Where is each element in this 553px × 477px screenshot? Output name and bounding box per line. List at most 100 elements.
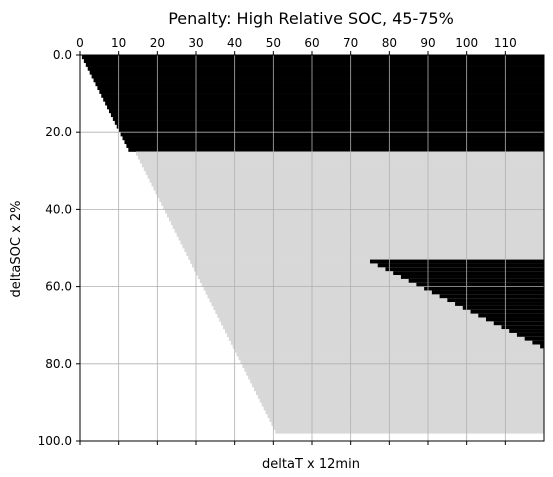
cell-row-black-right bbox=[393, 271, 544, 276]
cell-row-gray bbox=[232, 344, 544, 349]
cell-row-black-right bbox=[385, 267, 544, 272]
cell-row-gray bbox=[252, 383, 545, 388]
cell-row-gray bbox=[170, 220, 544, 226]
cell-row-gray bbox=[201, 282, 545, 287]
cell-row-gray bbox=[267, 413, 544, 419]
cell-row-gray bbox=[199, 278, 544, 284]
cell-row-black bbox=[85, 62, 545, 67]
cell-row-gray bbox=[265, 410, 544, 415]
x-tick-label: 30 bbox=[188, 36, 203, 50]
cell-row-black bbox=[114, 120, 545, 125]
cell-row-black-right bbox=[501, 325, 544, 330]
cell-row-black bbox=[91, 74, 544, 79]
cell-row-black-right bbox=[400, 275, 544, 280]
cell-row-black bbox=[110, 112, 544, 118]
cell-row-gray bbox=[165, 209, 545, 214]
cell-row-gray bbox=[203, 286, 544, 291]
y-tick-label: 20.0 bbox=[45, 125, 72, 139]
x-tick-label: 80 bbox=[382, 36, 397, 50]
cell-row-gray bbox=[248, 375, 544, 380]
cell-row-gray bbox=[226, 332, 544, 338]
cell-row-gray bbox=[155, 190, 544, 195]
cell-row-gray bbox=[151, 182, 545, 187]
cell-row-gray bbox=[139, 159, 544, 164]
cell-row-black-right bbox=[408, 278, 544, 284]
cell-row-black bbox=[97, 85, 545, 91]
cell-row-gray bbox=[149, 178, 544, 183]
cell-row-gray bbox=[188, 255, 544, 260]
cell-row-black bbox=[112, 116, 544, 121]
y-tick-label: 80.0 bbox=[45, 357, 72, 371]
cell-row-gray bbox=[225, 329, 544, 334]
x-tick-label: 90 bbox=[420, 36, 435, 50]
cell-row-gray bbox=[215, 309, 545, 314]
cell-row-gray bbox=[217, 313, 544, 318]
cell-row-black bbox=[118, 128, 545, 133]
cell-row-black bbox=[99, 89, 544, 94]
x-tick-label: 110 bbox=[494, 36, 517, 50]
cell-row-gray bbox=[242, 363, 544, 368]
cell-row-gray bbox=[138, 155, 544, 160]
cell-row-gray bbox=[244, 367, 545, 372]
x-tick-label: 60 bbox=[304, 36, 319, 50]
x-tick-label: 40 bbox=[227, 36, 242, 50]
cell-row-gray bbox=[209, 298, 545, 303]
cell-row-gray bbox=[182, 244, 544, 249]
cell-row-gray bbox=[172, 224, 545, 229]
cell-row-gray bbox=[178, 236, 544, 241]
cell-row-gray bbox=[221, 321, 544, 326]
cell-row-black bbox=[103, 97, 544, 102]
cell-row-gray bbox=[271, 421, 544, 426]
cell-row-gray bbox=[168, 217, 544, 222]
cell-row-gray bbox=[211, 302, 544, 307]
cell-row-black bbox=[81, 55, 544, 60]
cell-row-gray bbox=[263, 406, 544, 411]
x-tick-label: 100 bbox=[455, 36, 478, 50]
chart-title: Penalty: High Relative SOC, 45-75% bbox=[168, 9, 454, 28]
cell-row-gray bbox=[207, 294, 544, 299]
cell-row-gray bbox=[257, 394, 544, 399]
cell-row-black bbox=[120, 132, 544, 137]
x-tick-label: 70 bbox=[343, 36, 358, 50]
y-axis-ticks: 0.0 20.0 40.0 60.0 80.0 100.0 bbox=[38, 48, 80, 448]
cell-row-gray bbox=[254, 386, 544, 392]
cell-row-gray bbox=[230, 340, 545, 345]
cell-row-black-right bbox=[377, 263, 544, 268]
cell-row-gray bbox=[246, 371, 544, 376]
cell-row-gray bbox=[167, 213, 544, 218]
cell-row-gray bbox=[159, 197, 544, 202]
cell-row-black-right bbox=[493, 321, 544, 326]
cell-row-gray bbox=[180, 240, 545, 245]
cell-row-black-right bbox=[516, 332, 544, 338]
cell-row-black-right bbox=[455, 302, 544, 307]
cell-row-black-right bbox=[431, 290, 544, 295]
cell-row-gray bbox=[240, 359, 544, 365]
x-tick-label: 20 bbox=[150, 36, 165, 50]
cell-row-gray bbox=[197, 275, 544, 280]
cell-row-gray bbox=[261, 402, 544, 407]
cell-row-gray bbox=[236, 352, 544, 357]
cell-row-black bbox=[107, 105, 545, 110]
cell-row-black-right bbox=[478, 313, 544, 318]
cell-row-gray bbox=[219, 317, 544, 322]
cell-row-gray bbox=[273, 425, 544, 430]
cell-row-gray bbox=[176, 232, 544, 237]
cell-row-black bbox=[83, 58, 544, 64]
cell-row-gray bbox=[163, 205, 544, 210]
cell-row-black bbox=[116, 124, 544, 129]
cell-row-black bbox=[126, 143, 545, 148]
cell-row-gray bbox=[250, 379, 544, 384]
cell-row-gray bbox=[194, 267, 545, 272]
cell-row-black bbox=[87, 66, 544, 71]
cell-row-black bbox=[124, 139, 544, 145]
cell-row-gray bbox=[196, 271, 544, 276]
cell-row-gray bbox=[223, 325, 545, 330]
cell-row-black bbox=[109, 109, 544, 114]
cell-row-gray bbox=[269, 417, 544, 422]
cell-row-gray bbox=[238, 356, 545, 361]
cell-row-gray bbox=[143, 166, 545, 172]
cell-row-gray bbox=[136, 151, 545, 156]
cell-row-black-right bbox=[486, 317, 544, 322]
cell-row-black-right bbox=[424, 286, 544, 291]
